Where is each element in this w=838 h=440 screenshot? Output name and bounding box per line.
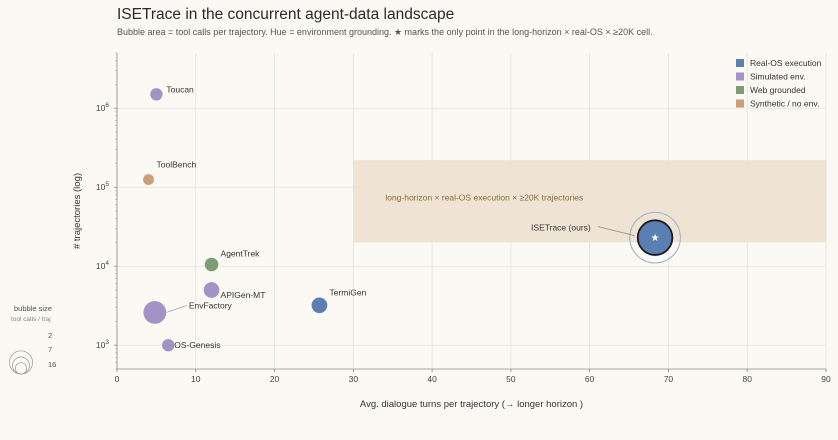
- size-legend-title: bubble size: [14, 304, 52, 313]
- x-tick-label: 60: [585, 374, 595, 384]
- point-label: TermiGen: [329, 287, 366, 297]
- x-tick-label: 50: [506, 374, 516, 384]
- size-legend-value: 16: [48, 360, 56, 369]
- data-point: [636, 219, 674, 256]
- point-label: OS-Genesis: [174, 340, 220, 350]
- x-tick-label: 80: [742, 374, 752, 384]
- y-axis-label: # trajectories (log): [72, 173, 83, 249]
- data-point: [142, 173, 155, 186]
- x-tick-label: 30: [349, 374, 359, 384]
- point-label: EnvFactory: [189, 300, 233, 310]
- point-label: AgentTrek: [221, 249, 261, 259]
- point-label: APIGen-MT: [221, 290, 266, 300]
- legend: Real-OS execution Simulated env. Web groun…: [736, 58, 822, 109]
- highlight-ring: [629, 211, 681, 264]
- size-legend-circle: [9, 350, 33, 375]
- y-tick-label: 104: [96, 260, 109, 271]
- size-legend-value: 7: [48, 345, 52, 354]
- point-label: ISETrace (ours): [531, 223, 591, 233]
- x-tick-label: 0: [115, 374, 120, 384]
- chart-subtitle: Bubble area = tool calls per trajectory.…: [117, 27, 653, 37]
- size-legend: bubble size tool calls / traj 2 7 16: [9, 304, 56, 375]
- x-axis-label: Avg. dialogue turns per trajectory (→ lo…: [360, 399, 583, 410]
- axes: 0 10 20 30 40 50 60 70 80 90 103 104 105 106: [96, 52, 831, 384]
- legend-swatch: [736, 99, 744, 108]
- star-icon: ★: [651, 233, 660, 244]
- y-tick-label: 105: [96, 181, 109, 192]
- y-tick-label: 103: [96, 339, 109, 350]
- data-point: [204, 257, 219, 272]
- legend-swatch: [736, 59, 744, 67]
- y-tick-label: 106: [96, 102, 109, 113]
- legend-label: Web grounded: [750, 85, 806, 95]
- legend-label: Simulated env.: [750, 72, 806, 82]
- x-tick-label: 90: [821, 374, 831, 384]
- legend-swatch: [736, 72, 744, 81]
- points: Toucan ToolBench AgentTrek APIGen-MTEnvFact…: [142, 84, 681, 352]
- size-legend-subtitle: tool calls / traj: [11, 316, 51, 323]
- point-label: ToolBench: [157, 160, 197, 170]
- legend-label: Synthetic / no env.: [750, 99, 819, 109]
- data-point: [203, 281, 220, 299]
- data-point: [311, 296, 328, 314]
- chart-title: ISETrace in the concurrent agent-data la…: [117, 6, 455, 23]
- target-zone-label: long-horizon × real-OS execution × ≥20K …: [385, 192, 583, 202]
- data-point: [161, 338, 175, 352]
- target-zone: [353, 160, 826, 243]
- point-label: Toucan: [166, 84, 194, 94]
- x-tick-label: 40: [427, 374, 437, 384]
- legend-label: Real-OS execution: [750, 58, 822, 68]
- x-tick-label: 10: [191, 374, 201, 384]
- data-point: [142, 300, 167, 325]
- legend-swatch: [736, 86, 744, 94]
- size-legend-value: 2: [48, 331, 52, 340]
- size-legend-circle: [12, 356, 30, 375]
- x-tick-label: 70: [664, 374, 674, 384]
- x-tick-label: 20: [270, 374, 280, 384]
- data-point: [149, 87, 164, 101]
- size-legend-circle: [14, 362, 28, 375]
